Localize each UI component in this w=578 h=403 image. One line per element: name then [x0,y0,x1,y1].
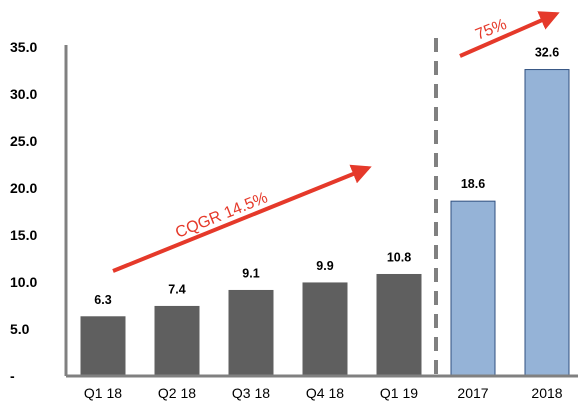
annotation-yoy: 75% [473,16,509,44]
data-label: 10.8 [387,250,411,264]
y-tick-label: 5.0 [10,321,30,337]
y-tick-label: 15.0 [10,227,37,243]
bar [450,200,496,377]
y-tick-label: 30.0 [10,86,37,102]
data-label: 18.6 [461,177,485,191]
bar [80,316,126,377]
y-tick-label: 20.0 [10,180,37,196]
y-tick-label: - [10,368,15,384]
x-tick-label: 2018 [531,385,562,401]
data-labels: 6.3 7.4 9.1 9.9 10.8 18.6 32.6 [94,46,559,307]
y-tick-label: 25.0 [10,133,37,149]
bars [80,69,570,377]
y-tick-label: 10.0 [10,274,37,290]
x-tick-label: Q1 18 [84,385,122,401]
x-axis-tick-labels: Q1 18 Q2 18 Q3 18 Q4 18 Q1 19 2017 2018 [84,385,563,401]
x-tick-label: 2017 [457,385,488,401]
bar [302,282,348,377]
bar [376,273,422,377]
bar [154,305,200,377]
x-tick-label: Q3 18 [232,385,270,401]
x-tick-label: Q1 19 [380,385,418,401]
bar [524,69,570,377]
bar [228,289,274,377]
data-label: 9.1 [242,266,259,280]
data-label: 9.9 [316,259,333,273]
growth-arrow-quarterly [112,164,372,273]
growth-arrow-yearly [459,11,560,58]
data-label: 32.6 [535,46,559,60]
x-tick-label: Q2 18 [158,385,196,401]
data-label: 6.3 [94,293,111,307]
x-tick-label: Q4 18 [306,385,344,401]
y-tick-label: 35.0 [10,39,37,55]
y-axis-tick-labels: - 5.0 10.0 15.0 20.0 25.0 30.0 35.0 [10,39,37,384]
data-label: 7.4 [168,282,185,296]
